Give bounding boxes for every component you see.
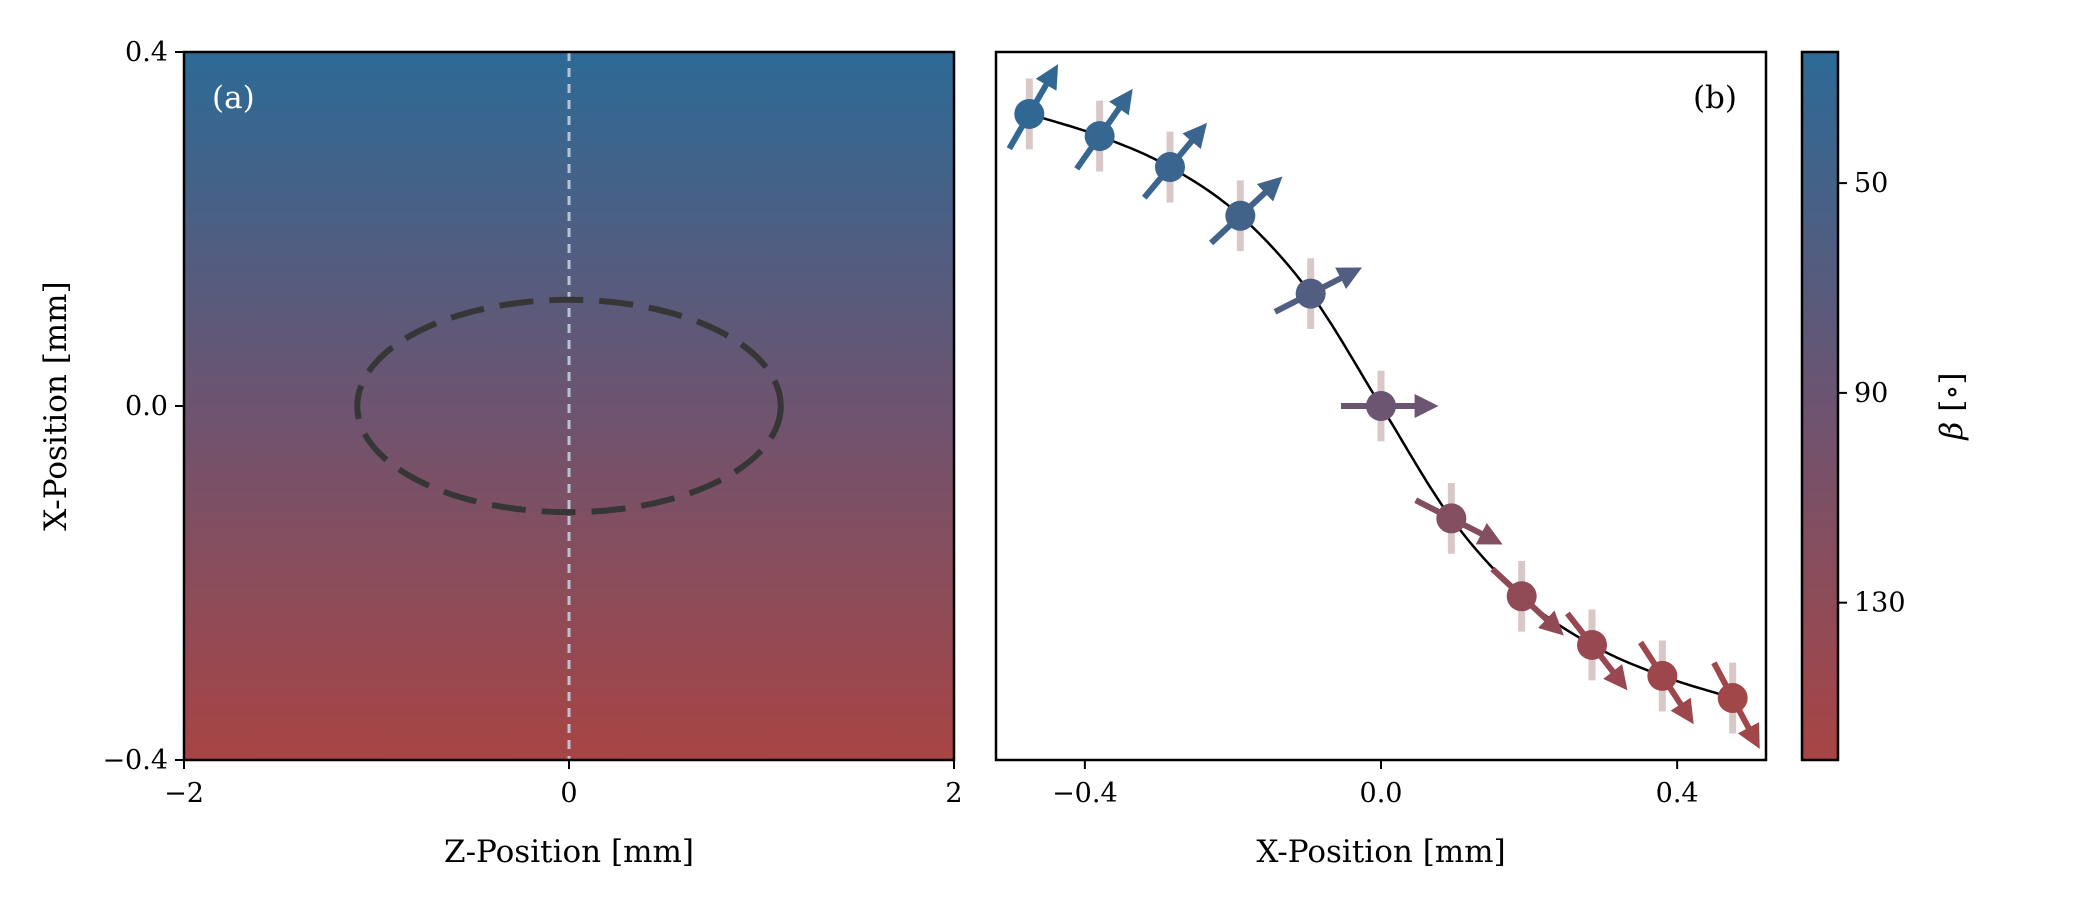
panel-a-label: (a) — [212, 80, 255, 116]
colorbar: 50 90 130 β [∘] — [1800, 50, 1970, 762]
data-point — [1225, 200, 1256, 231]
colorbar-label-unit: [∘] — [1934, 372, 1970, 411]
panel-a-ytick-label: −0.4 — [102, 745, 168, 776]
data-points — [1014, 98, 1748, 714]
panel-b-xlabel: X-Position [mm] — [1256, 834, 1505, 870]
colorbar-gradient — [1800, 50, 1840, 762]
colorbar-label: β [∘] — [1934, 372, 1970, 440]
data-point — [1436, 503, 1467, 534]
colorbar-tick-label: 90 — [1854, 378, 1888, 409]
panel-a: (a) −2 0 2 −0.4 0.0 0.4 Z-Position [mm] X-Pos… — [38, 37, 963, 870]
colorbar-label-symbol: β — [1934, 422, 1970, 441]
colorbar-tick-label: 130 — [1854, 588, 1906, 619]
panel-a-ytick-label: 0.4 — [125, 37, 168, 68]
data-point — [1717, 683, 1748, 714]
colorbar-tick-label: 50 — [1854, 168, 1888, 199]
panel-a-ticks: −2 0 2 −0.4 0.0 0.4 — [102, 37, 962, 809]
ellipse-outline — [354, 296, 784, 516]
panel-a-ylabel: X-Position [mm] — [38, 281, 74, 530]
panel-b-ticks: −0.4 0.0 0.4 — [1052, 760, 1699, 809]
data-point — [1084, 121, 1115, 152]
data-point — [1647, 660, 1678, 691]
data-point — [1295, 278, 1326, 309]
panel-a-xlabel: Z-Position [mm] — [444, 834, 694, 870]
panel-b-xtick-label: 0.0 — [1360, 778, 1403, 809]
panel-b: (b) −0.4 0.0 0.4 X-Position [mm] — [994, 50, 1768, 870]
panel-b-xtick-label: 0.4 — [1656, 778, 1699, 809]
colorbar-ticks: 50 90 130 — [1838, 168, 1906, 619]
panel-a-xtick-label: −2 — [164, 778, 204, 809]
data-point — [1366, 391, 1396, 421]
panel-a-xtick-label: 0 — [560, 778, 577, 809]
panel-b-label: (b) — [1693, 80, 1737, 116]
panel-a-xtick-label: 2 — [945, 778, 962, 809]
data-point — [1577, 629, 1608, 660]
panel-b-xtick-label: −0.4 — [1052, 778, 1118, 809]
data-point — [1154, 152, 1185, 183]
panel-a-ytick-label: 0.0 — [125, 391, 168, 422]
data-point — [1014, 98, 1045, 129]
data-point — [1506, 581, 1537, 612]
